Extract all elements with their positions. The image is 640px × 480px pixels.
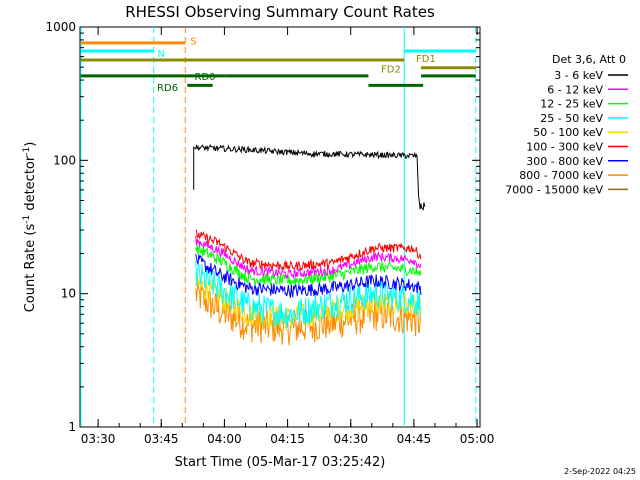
- flag-label-rd6: RD6: [157, 83, 178, 94]
- legend-label-4: 50 - 100 keV: [533, 126, 603, 139]
- legend-label-1: 6 - 12 keV: [547, 83, 603, 96]
- flag-label-n: N: [157, 49, 164, 60]
- y-tick-label-3: 1000: [45, 20, 76, 34]
- legend-label-6: 300 - 800 keV: [526, 155, 603, 168]
- x-tick-label-6: 05:00: [460, 432, 495, 446]
- x-tick-label-3: 04:15: [270, 432, 305, 446]
- attenuator-flag-bars: S N FD1 FD2 RD0 RD6: [80, 37, 476, 94]
- legend-label-7: 800 - 7000 keV: [519, 169, 603, 182]
- flag-label-fd2: FD2: [381, 64, 401, 75]
- x-tick-label-2: 04:00: [207, 432, 242, 446]
- y-tick-label-0: 1: [68, 420, 76, 434]
- series-magenta_6_12: [195, 236, 422, 280]
- chart-title: RHESSI Observing Summary Count Rates: [125, 3, 435, 21]
- y-axis-label-main: Count Rate (s: [23, 224, 38, 313]
- data-series: [193, 144, 426, 346]
- series-black_3_6: [193, 144, 426, 211]
- series-red_100_300: [195, 229, 422, 272]
- vertical-markers: [80, 27, 477, 427]
- x-tick-label-5: 04:45: [397, 432, 432, 446]
- x-tick-label-0: 03:30: [81, 432, 116, 446]
- y-tick-label-2: 100: [53, 153, 76, 167]
- legend-label-5: 100 - 300 keV: [526, 141, 603, 154]
- y-tick-label-1: 10: [61, 287, 76, 301]
- flag-label-s: S: [190, 37, 196, 48]
- legend-label-0: 3 - 6 keV: [554, 69, 603, 82]
- flag-label-rd0: RD0: [195, 72, 216, 83]
- legend-label-2: 12 - 25 keV: [540, 98, 603, 111]
- y-axis-label-sup2: -1: [22, 147, 32, 156]
- series-blue_300_800: [195, 254, 422, 298]
- x-axis-ticks: 03:30 03:45 04:00 04:15 04:30 04:45 05:00: [81, 27, 495, 446]
- legend-label-3: 25 - 50 keV: [540, 112, 603, 125]
- y-axis-label-end: ): [23, 142, 38, 147]
- x-axis-label: Start Time (05-Mar-17 03:25:42): [175, 455, 386, 470]
- legend-label-8: 7000 - 15000 keV: [505, 183, 603, 196]
- y-axis-label: Count Rate (s-1 detector-1): [22, 142, 38, 313]
- y-axis-label-sup1: -1: [22, 215, 32, 224]
- y-axis-label-mid: detector: [23, 155, 38, 215]
- flag-label-fd1: FD1: [416, 54, 436, 65]
- plot-frame: [79, 26, 481, 428]
- x-tick-label-1: 03:45: [144, 432, 179, 446]
- footer-date: 2-Sep-2022 04:25: [564, 467, 636, 476]
- y-axis-ticks: 1 10 100 1000: [45, 20, 480, 434]
- legend-title: Det 3,6, Att 0: [552, 53, 626, 66]
- series-green_12_25: [195, 244, 422, 287]
- x-tick-label-4: 04:30: [333, 432, 368, 446]
- series-cyan_25_50: [195, 260, 422, 328]
